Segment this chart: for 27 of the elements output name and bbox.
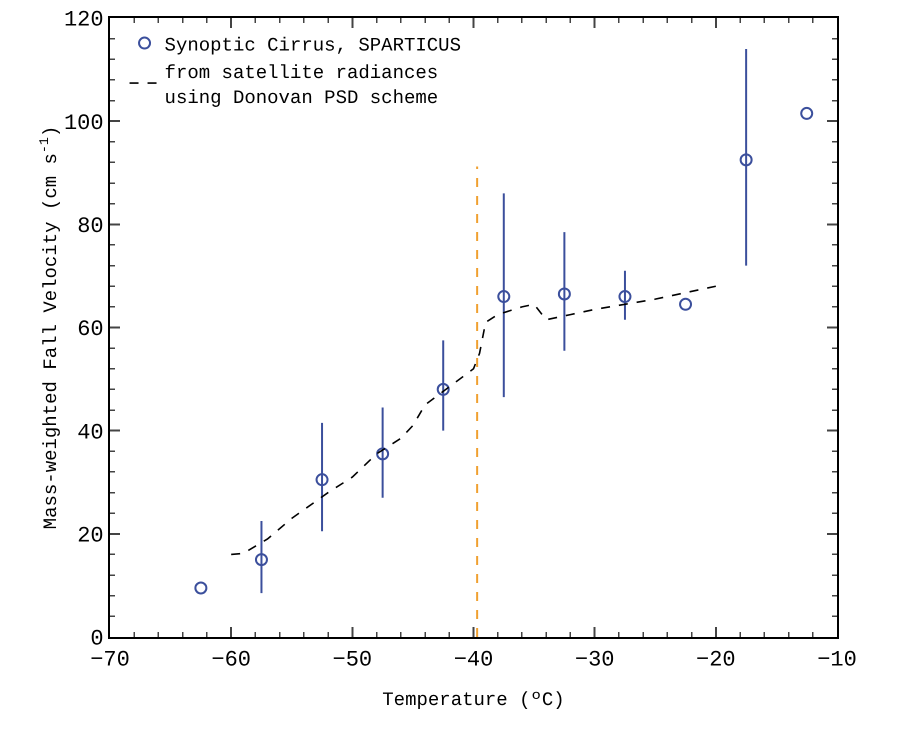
y-tick-label: 60 xyxy=(77,317,104,342)
legend-label: Synoptic Cirrus, SPARTICUS xyxy=(164,34,461,56)
point xyxy=(436,382,450,396)
x-axis-title: Temperature (ºC) xyxy=(382,689,565,711)
y-tick-label: 100 xyxy=(64,110,104,136)
point xyxy=(316,473,329,486)
x-tick-label: −50 xyxy=(332,647,372,672)
point xyxy=(800,106,814,120)
point xyxy=(558,287,571,300)
point xyxy=(376,447,390,460)
point xyxy=(679,298,692,311)
x-tick-label: −40 xyxy=(454,647,494,672)
point xyxy=(618,290,632,304)
point xyxy=(254,553,268,566)
y-tick-label: 40 xyxy=(77,420,104,446)
x-tick-label: −20 xyxy=(696,647,736,672)
point xyxy=(194,582,208,594)
line-series xyxy=(230,285,717,556)
legend-label: from satellite radiances using Donovan PSD scheme xyxy=(164,62,438,109)
x-tick-label: −60 xyxy=(211,647,251,672)
x-tick-label: −30 xyxy=(574,647,614,672)
y-tick-label: 80 xyxy=(77,214,104,240)
y-tick-label: 20 xyxy=(77,524,104,549)
x-tick-label: −10 xyxy=(817,647,857,672)
y-tick-label: 120 xyxy=(64,8,104,33)
point xyxy=(740,153,753,166)
point xyxy=(497,290,510,304)
